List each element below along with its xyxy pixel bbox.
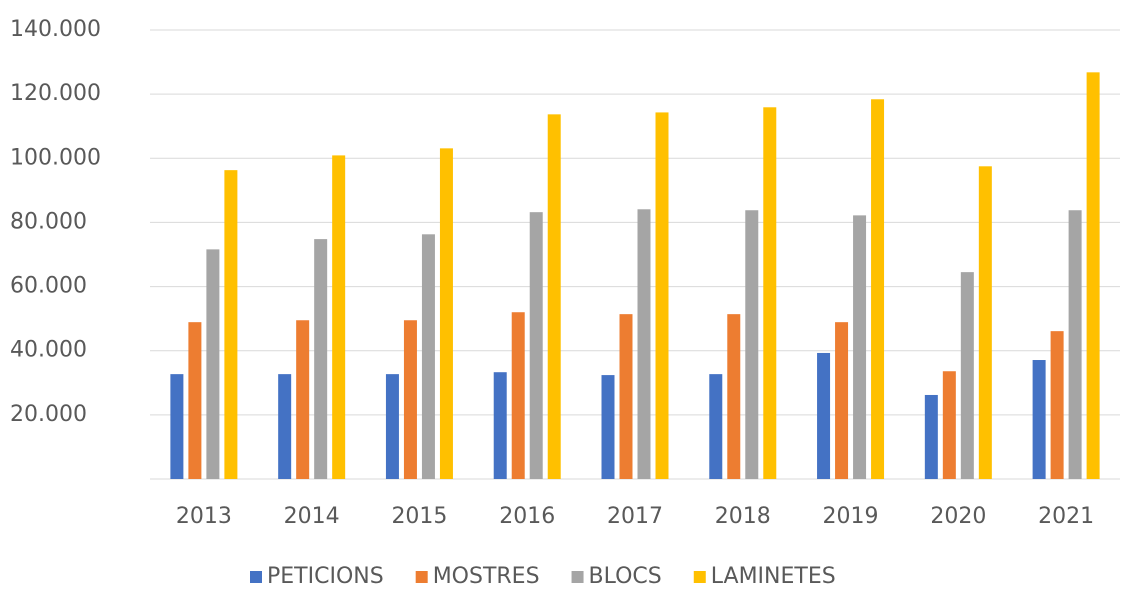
y-tick-label: 100.000 — [10, 145, 101, 170]
bar — [529, 212, 543, 479]
legend-label: MOSTRES — [433, 564, 540, 588]
bar — [1068, 210, 1082, 479]
y-tick-label: 20.000 — [10, 402, 87, 427]
x-tick-label: 2020 — [930, 504, 986, 529]
bar — [296, 320, 310, 479]
bar — [619, 314, 633, 479]
x-tick-label: 2019 — [823, 504, 879, 529]
y-tick-label: 80.000 — [10, 209, 87, 234]
bar — [853, 215, 867, 479]
legend-swatch — [250, 571, 262, 583]
x-tick-label: 2013 — [176, 504, 232, 529]
bar — [170, 374, 184, 479]
x-tick-label: 2016 — [499, 504, 555, 529]
bar — [745, 210, 759, 479]
y-tick-label: 40.000 — [10, 338, 87, 363]
bar — [655, 112, 669, 479]
bar — [817, 352, 831, 479]
bar — [637, 209, 651, 479]
bar — [942, 371, 956, 479]
legend-label: PETICIONS — [267, 564, 384, 588]
bar — [188, 322, 202, 479]
bar — [871, 99, 885, 479]
legend-swatch — [693, 571, 706, 583]
bar — [511, 312, 525, 479]
bar — [547, 114, 561, 480]
bar — [835, 322, 849, 479]
bar — [206, 249, 220, 479]
bar — [332, 155, 346, 479]
bar — [960, 272, 974, 479]
bar — [727, 314, 741, 479]
bar — [278, 374, 292, 479]
x-tick-label: 2015 — [391, 504, 447, 529]
y-tick-label: 120.000 — [10, 81, 101, 106]
bar — [601, 375, 615, 479]
x-tick-label: 2017 — [607, 504, 663, 529]
legend-label: BLOCS — [589, 564, 662, 588]
x-tick-label: 2021 — [1038, 504, 1094, 529]
bar — [403, 320, 417, 479]
bar — [421, 234, 435, 479]
bar — [1050, 331, 1064, 479]
x-tick-label: 2018 — [715, 504, 771, 529]
bar — [978, 166, 992, 479]
bar — [1086, 72, 1100, 479]
x-tick-label: 2014 — [284, 504, 340, 529]
bar — [385, 374, 399, 479]
y-tick-label: 60.000 — [10, 274, 87, 299]
bar — [314, 239, 328, 479]
bar — [709, 374, 723, 479]
bar — [439, 148, 453, 479]
bar — [224, 170, 238, 479]
legend-label: LAMINETES — [711, 564, 836, 588]
bar — [763, 107, 777, 479]
y-tick-label: 140.000 — [10, 17, 101, 42]
bar — [924, 394, 938, 479]
bar — [1032, 360, 1046, 479]
bar — [493, 372, 507, 479]
legend-swatch — [571, 571, 584, 583]
legend-swatch — [415, 571, 428, 583]
